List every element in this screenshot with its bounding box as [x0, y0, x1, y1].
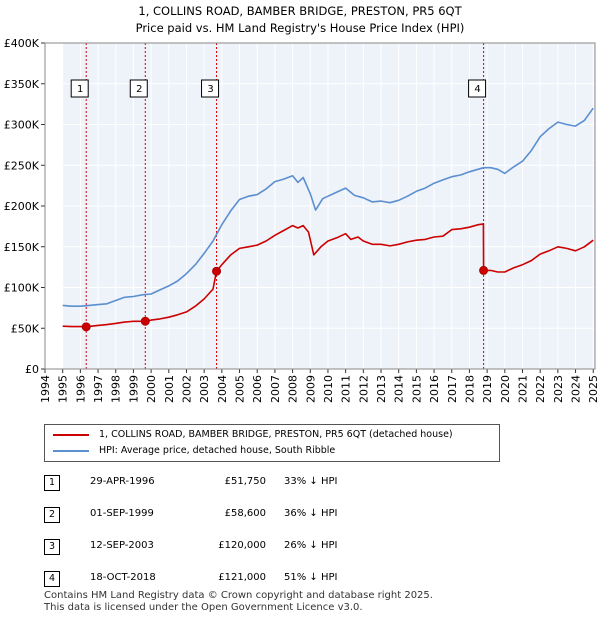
x-tick-label: 2015: [410, 375, 423, 403]
sale-marker-box: [70, 79, 89, 98]
sale-marker-label: 2: [136, 84, 142, 95]
table-row: 1 29-APR-1996 £51,750 33% ↓ HPI: [44, 472, 564, 504]
legend-label-property: 1, COLLINS ROAD, BAMBER BRIDGE, PRESTON,…: [99, 429, 453, 440]
x-tick-label: 2005: [234, 375, 247, 403]
sale-number-badge: 3: [44, 539, 60, 555]
x-tick-label: 2017: [446, 375, 459, 403]
table-row: 2 01-SEP-1999 £58,600 36% ↓ HPI: [44, 504, 564, 536]
sale-date: 12-SEP-2003: [90, 540, 154, 551]
y-tick-label: £400K: [4, 37, 40, 50]
table-row: 3 12-SEP-2003 £120,000 26% ↓ HPI: [44, 536, 564, 568]
x-tick-label: 2012: [357, 375, 370, 403]
sale-marker-box: [468, 79, 487, 98]
x-tick-label: 2018: [463, 375, 476, 403]
sale-point: [81, 322, 91, 332]
plot-frame: [44, 42, 596, 370]
x-tick-label: 2019: [481, 375, 494, 403]
x-tick-label: 1995: [57, 375, 70, 403]
sale-date: 01-SEP-1999: [90, 508, 154, 519]
x-tick-label: 1994: [39, 375, 52, 403]
x-tick-label: 2021: [516, 375, 529, 403]
footer-line-1: Contains HM Land Registry data © Crown c…: [44, 590, 433, 601]
legend-swatch-hpi: [53, 450, 89, 452]
sale-date: 18-OCT-2018: [90, 572, 156, 583]
x-tick-label: 1997: [92, 375, 105, 403]
sale-price: £51,750: [224, 476, 266, 487]
x-tick-label: 2009: [304, 375, 317, 403]
chart-legend: 1, COLLINS ROAD, BAMBER BRIDGE, PRESTON,…: [44, 424, 500, 462]
sale-date: 29-APR-1996: [90, 476, 155, 487]
sale-number-badge: 4: [44, 571, 60, 587]
property-price-line: [62, 223, 594, 328]
legend-label-hpi: HPI: Average price, detached house, Sout…: [99, 445, 336, 456]
sale-number-badge: 1: [44, 475, 60, 491]
x-tick-label: 2006: [251, 375, 264, 403]
sale-marker-box: [129, 79, 148, 98]
y-tick-label: £0: [25, 363, 39, 376]
y-tick-label: £100K: [4, 282, 40, 295]
x-tick-label: 1996: [74, 375, 87, 403]
x-tick-label: 2004: [216, 375, 229, 403]
y-tick-label: £250K: [4, 159, 40, 172]
sale-marker-box: [201, 79, 220, 98]
chart-title-line2: Price paid vs. HM Land Registry's House …: [135, 21, 465, 35]
y-tick-label: £200K: [4, 200, 40, 213]
sale-price: £58,600: [224, 508, 266, 519]
sale-point: [140, 316, 150, 326]
sale-point: [479, 265, 489, 275]
price-chart: 1994 1995 1996 1997 1998 1999 2000 2001 2002 2003…: [4, 37, 600, 403]
chart-title-line1: 1, COLLINS ROAD, BAMBER BRIDGE, PRESTON,…: [138, 4, 462, 18]
x-tick-label: 2011: [340, 375, 353, 403]
x-tick-label: 2000: [145, 375, 158, 403]
x-tick-label: 2023: [552, 375, 565, 403]
x-tick-label: 2008: [287, 375, 300, 403]
sale-marker-label: 1: [77, 84, 83, 95]
sale-price: £121,000: [218, 572, 266, 583]
x-tick-label: 2025: [587, 375, 600, 403]
sale-hpi-diff: 51% ↓ HPI: [284, 572, 338, 583]
x-tick-label: 2010: [322, 375, 335, 403]
x-tick-label: 2024: [570, 375, 583, 403]
y-tick-label: £300K: [4, 119, 40, 132]
x-tick-label: 1999: [127, 375, 140, 403]
x-tick-label: 2014: [393, 375, 406, 403]
table-row: 4 18-OCT-2018 £121,000 51% ↓ HPI: [44, 568, 564, 600]
sale-point: [212, 266, 222, 276]
y-tick-label: £350K: [4, 78, 40, 91]
sale-hpi-diff: 33% ↓ HPI: [284, 476, 338, 487]
y-tick-label: £50K: [11, 322, 40, 335]
footer-attribution: Contains HM Land Registry data © Crown c…: [44, 590, 433, 614]
sale-marker-label: 3: [207, 84, 213, 95]
x-tick-label: 2003: [198, 375, 211, 403]
x-tick-label: 2002: [180, 375, 193, 403]
x-tick-label: 2007: [269, 375, 282, 403]
y-tick-label: £150K: [4, 241, 40, 254]
x-tick-label: 2020: [499, 375, 512, 403]
x-tick-label: 1998: [110, 375, 123, 403]
sales-table: 1 29-APR-1996 £51,750 33% ↓ HPI 2 01-SEP…: [44, 472, 564, 600]
legend-swatch-property: [53, 434, 89, 436]
sale-hpi-diff: 36% ↓ HPI: [284, 508, 338, 519]
sale-price: £120,000: [218, 540, 266, 551]
x-tick-label: 2013: [375, 375, 388, 403]
sale-hpi-diff: 26% ↓ HPI: [284, 540, 338, 551]
sale-marker-label: 4: [474, 84, 480, 95]
x-tick-label: 2016: [428, 375, 441, 403]
hpi-line: [62, 107, 594, 307]
x-tick-label: 2022: [534, 375, 547, 403]
footer-line-2: This data is licensed under the Open Gov…: [44, 602, 363, 613]
sale-number-badge: 2: [44, 507, 60, 523]
x-tick-label: 2001: [163, 375, 176, 403]
